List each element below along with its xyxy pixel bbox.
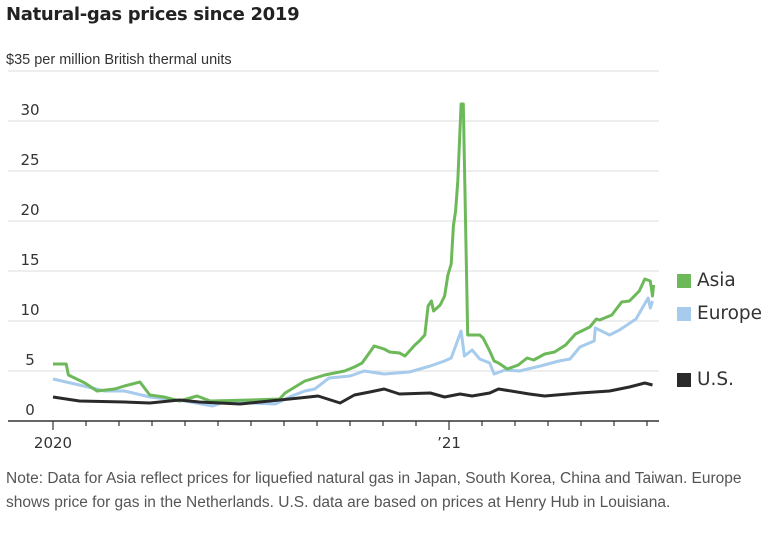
chart-note: Note: Data for Asia reflect prices for l… [6,470,742,511]
legend-swatch-us [677,372,691,387]
series-line-us [52,381,653,406]
series-line-europe [52,296,654,408]
y-tick-label: 0 [25,401,35,419]
x-tick-label: 2020 [34,434,72,452]
y-tick-label: 10 [20,301,39,319]
legend-item-us: U.S. [677,369,734,390]
legend-label: U.S. [697,369,735,390]
y-tick-label: 5 [25,351,35,369]
y-axis-label: $35 per million British thermal units [6,52,232,68]
y-tick-label: 20 [20,201,39,219]
legend-item-asia: Asia [677,270,736,291]
chart-title: Natural-gas prices since 2019 [6,4,300,25]
legend-swatch-asia [677,273,691,288]
y-tick-label: 25 [20,151,39,169]
legend-item-europe: Europe [677,303,762,324]
legend-label: Europe [697,303,763,324]
y-tick-label: 30 [20,101,39,119]
legend-swatch-europe [677,306,691,321]
line-chart: 0 5 10 15 20 25 30 2020 ’21 [8,70,659,452]
y-tick-label: 15 [20,251,39,269]
series-line-asia [53,102,656,403]
x-tick-label: ’21 [437,434,461,452]
legend-label: Asia [697,270,736,291]
